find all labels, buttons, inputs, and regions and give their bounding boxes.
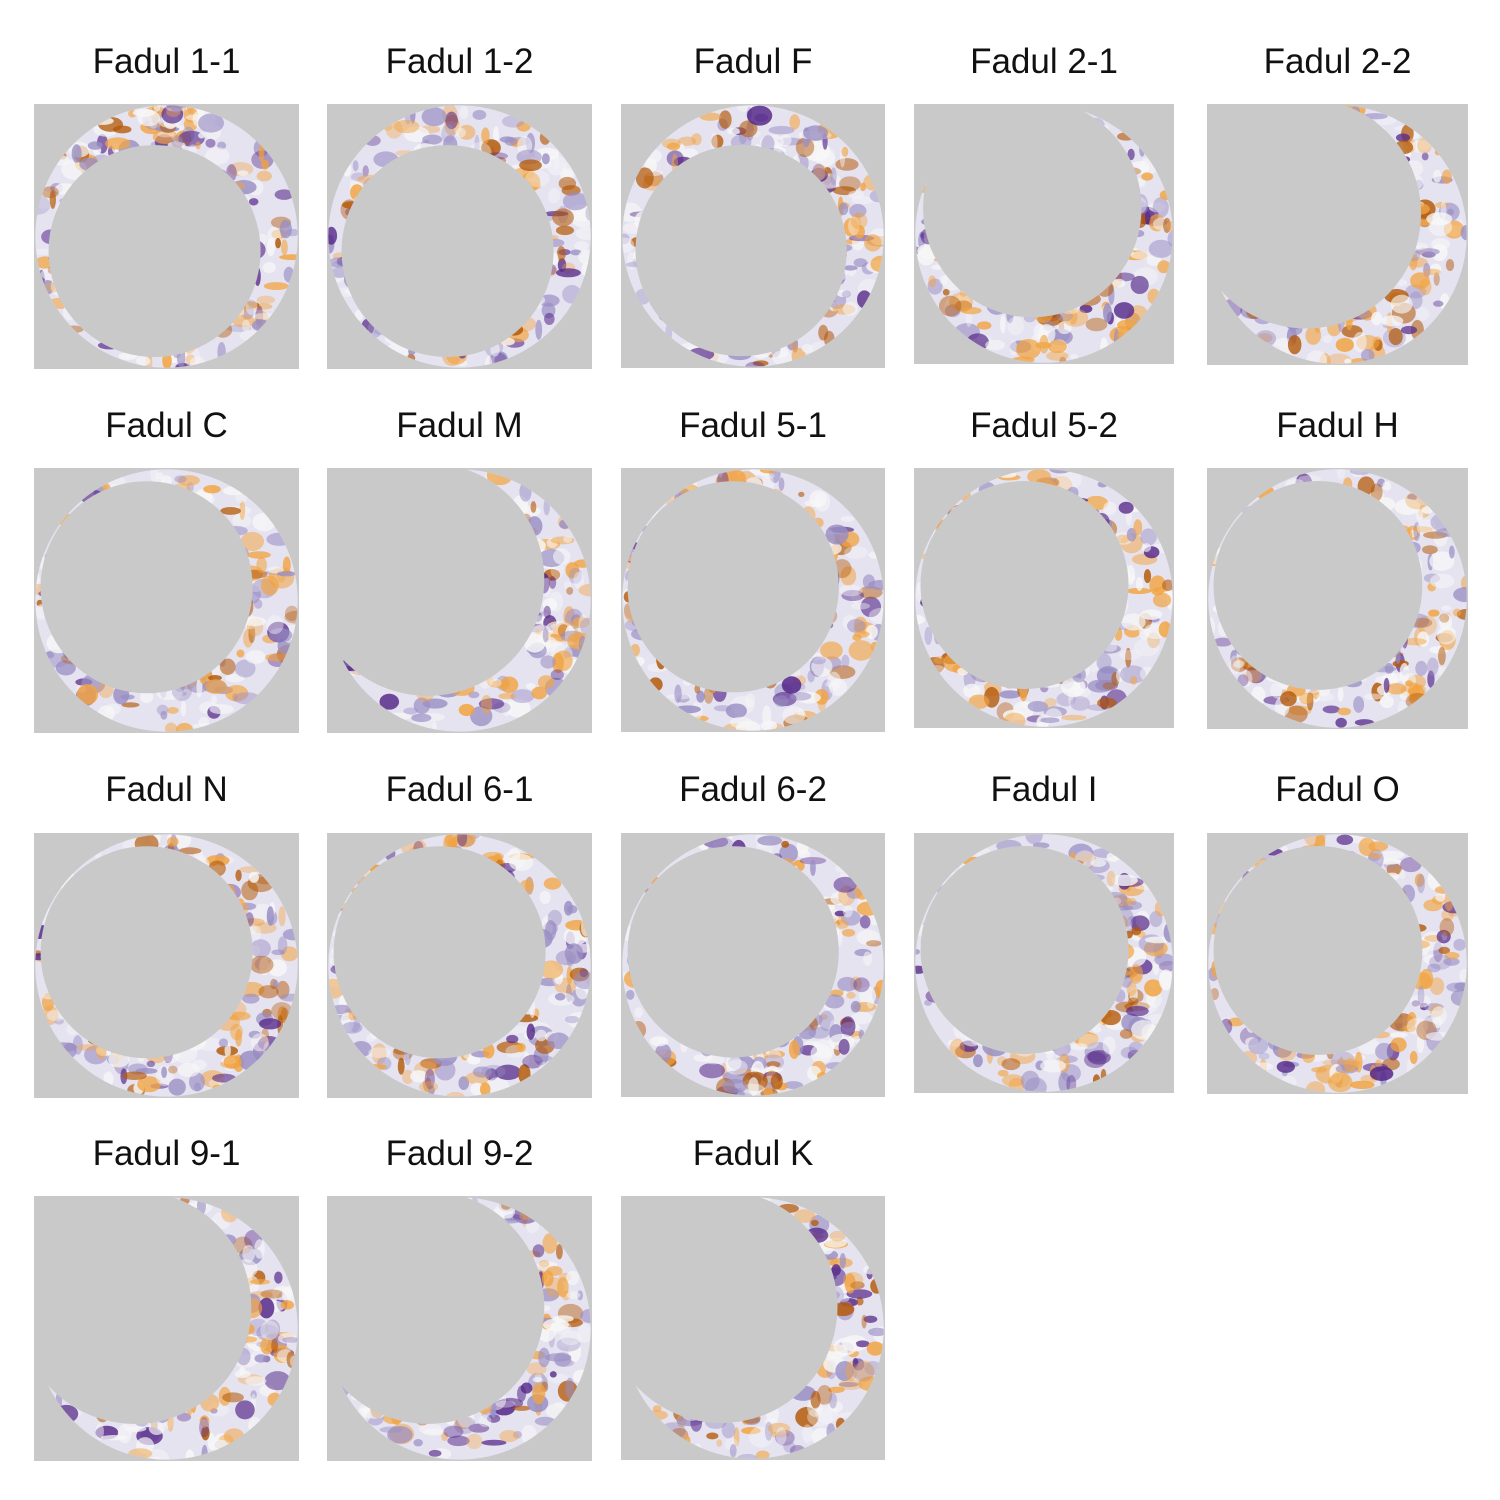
panel-title: Fadul 5-2 [970, 406, 1118, 445]
panel-title: Fadul 2-2 [1263, 42, 1412, 81]
scan-image [327, 468, 592, 733]
scan-panel: Fadul I [914, 770, 1174, 1093]
panel-title: Fadul 6-2 [679, 770, 827, 809]
panel-title: Fadul C [105, 406, 228, 445]
scan-image [327, 104, 592, 369]
scan-image [1207, 104, 1468, 365]
panel-title: Fadul 1-2 [385, 42, 534, 81]
scan-panel: Fadul 9-1 [34, 1134, 299, 1461]
panel-title: Fadul 9-1 [92, 1134, 241, 1173]
scan-image [621, 104, 885, 368]
scan-panel: Fadul C [34, 406, 299, 733]
scan-image [34, 468, 299, 733]
scan-image [621, 1196, 885, 1460]
panel-title: Fadul H [1276, 406, 1399, 445]
scan-panel: Fadul O [1207, 770, 1468, 1094]
scan-image [34, 1196, 299, 1461]
scan-image [1207, 468, 1468, 729]
scan-panel: Fadul 2-1 [914, 42, 1174, 364]
scan-image [34, 104, 299, 369]
scan-panel: Fadul 2-2 [1207, 42, 1468, 365]
scan-panel: Fadul F [621, 42, 885, 368]
scan-panel: Fadul N [34, 770, 299, 1098]
scan-image [327, 1196, 592, 1461]
scan-panel: Fadul 5-2 [914, 406, 1174, 728]
scan-image [621, 468, 885, 732]
panel-title: Fadul 1-1 [92, 42, 241, 81]
scan-image [914, 104, 1174, 364]
panel-title: Fadul K [692, 1134, 814, 1173]
scan-panel: Fadul 1-2 [327, 42, 592, 369]
scan-panel: Fadul 6-1 [327, 770, 592, 1098]
scan-panel: Fadul H [1207, 406, 1468, 729]
scan-image [914, 833, 1174, 1093]
scan-image [327, 833, 592, 1098]
panel-title: Fadul N [105, 770, 228, 809]
panel-title: Fadul 2-1 [970, 42, 1118, 81]
panel-title: Fadul O [1275, 770, 1400, 809]
scan-panel: Fadul 1-1 [34, 42, 299, 369]
panel-title: Fadul I [990, 770, 1098, 809]
scan-image [1207, 833, 1468, 1094]
scan-image [914, 468, 1174, 728]
scan-image [34, 833, 299, 1098]
panel-title: Fadul 9-2 [385, 1134, 534, 1173]
scan-panel: Fadul 6-2 [621, 770, 885, 1097]
scan-panel: Fadul M [327, 406, 592, 733]
scan-panel: Fadul 9-2 [327, 1134, 592, 1461]
scan-image [621, 833, 885, 1097]
panel-title: Fadul 5-1 [679, 406, 827, 445]
panel-title: Fadul 6-1 [385, 770, 534, 809]
scan-panel: Fadul K [621, 1134, 885, 1460]
panel-title: Fadul F [693, 42, 813, 81]
scan-panel: Fadul 5-1 [621, 406, 885, 732]
panel-title: Fadul M [396, 406, 523, 445]
